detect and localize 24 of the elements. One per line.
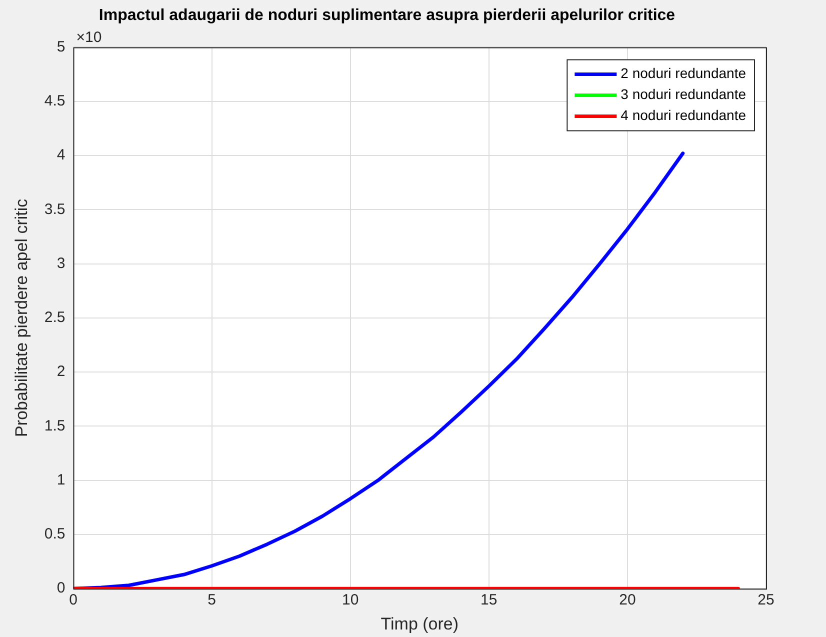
text: ×10 xyxy=(76,28,102,46)
x-tick-label: 0 xyxy=(69,592,78,609)
y-tick-label: 0.5 xyxy=(44,526,66,543)
y-tick-label: 0 xyxy=(56,580,66,597)
y-tick-label: 3.5 xyxy=(44,200,66,218)
x-tick-label: 25 xyxy=(758,592,774,609)
legend-label: 4 noduri redundante xyxy=(620,107,746,124)
y-tick-label: 2 xyxy=(56,363,66,380)
x-axis-title: Timp (ore) xyxy=(380,614,459,634)
x-tick-label: 5 xyxy=(208,592,216,609)
y-tick-label: 2.5 xyxy=(44,309,66,326)
y-axis-title: Probabilitate pierdere apel critic xyxy=(12,198,31,437)
y-tick-label: 3 xyxy=(56,254,66,272)
y-tick-label: 4 xyxy=(56,146,66,164)
y-tick-label: 5 xyxy=(56,38,66,56)
x-tick-label: 20 xyxy=(619,592,636,609)
x-tick-label: 10 xyxy=(342,592,359,609)
chart-title: Impactul adaugarii de noduri suplimentare asupra pierderii apelurilor critice xyxy=(98,7,676,24)
y-tick-label: 1.5 xyxy=(44,417,66,434)
y-tick-label: 1 xyxy=(56,471,66,488)
legend-label: 3 noduri redundante xyxy=(620,86,746,102)
y-tick-label: 4.5 xyxy=(44,92,66,110)
legend-label: 2 noduri redundante xyxy=(620,65,746,82)
x-tick-label: 15 xyxy=(480,592,498,609)
